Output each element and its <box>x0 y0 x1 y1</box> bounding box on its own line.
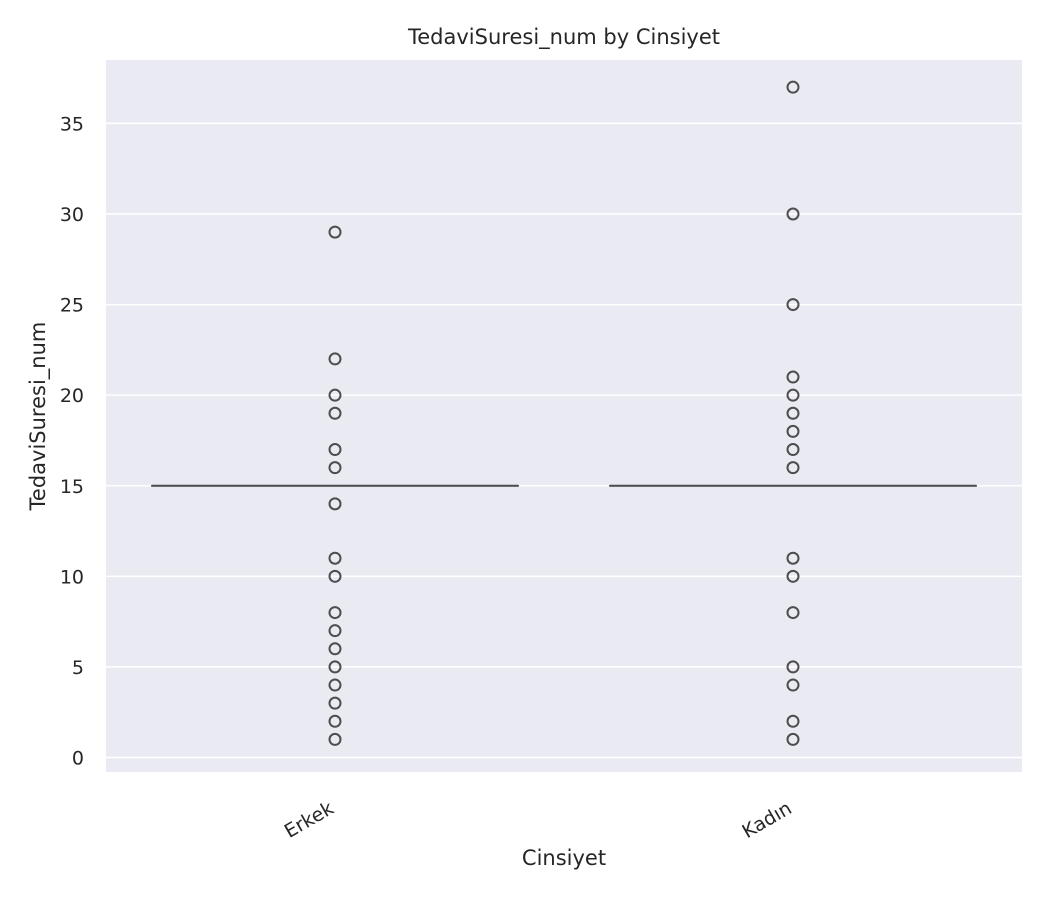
outlier-point <box>328 497 342 511</box>
outlier-point <box>328 714 342 728</box>
outlier-point <box>328 461 342 475</box>
y-tick-label: 30 <box>60 204 84 226</box>
x-tick-labels: Erkek Kadın <box>281 797 796 843</box>
y-tick-label: 5 <box>72 657 84 679</box>
outlier-point <box>786 551 800 565</box>
outlier-point <box>328 624 342 638</box>
outlier-point <box>786 569 800 583</box>
x-tick-label: Kadın <box>738 797 795 843</box>
outlier-point <box>328 660 342 674</box>
outlier-point <box>786 298 800 312</box>
chart-title: TedaviSuresi_num by Cinsiyet <box>407 25 720 50</box>
y-axis-title: TedaviSuresi_num <box>26 322 51 512</box>
x-axis-title: Cinsiyet <box>522 846 606 870</box>
outlier-point <box>786 461 800 475</box>
outlier-point <box>328 352 342 366</box>
outlier-point <box>786 370 800 384</box>
outlier-point <box>328 388 342 402</box>
y-tick-label: 25 <box>60 295 84 317</box>
outlier-layer <box>328 80 800 746</box>
outlier-point <box>328 732 342 746</box>
outlier-point <box>328 569 342 583</box>
outlier-point <box>328 678 342 692</box>
y-tick-label: 15 <box>60 476 84 498</box>
y-tick-labels: 0 5 10 15 20 25 30 35 <box>60 113 84 769</box>
outlier-point <box>328 406 342 420</box>
outlier-point <box>786 606 800 620</box>
outlier-point <box>786 678 800 692</box>
plot-area-background <box>106 60 1022 772</box>
y-tick-label: 20 <box>60 385 84 407</box>
outlier-point <box>786 388 800 402</box>
y-tick-label: 35 <box>60 113 84 135</box>
outlier-point <box>328 696 342 710</box>
outlier-point <box>328 225 342 239</box>
outlier-point <box>328 443 342 457</box>
x-tick-label: Erkek <box>281 797 338 842</box>
y-tick-label: 0 <box>72 748 84 770</box>
outlier-point <box>786 660 800 674</box>
outlier-point <box>328 606 342 620</box>
outlier-point <box>786 732 800 746</box>
outlier-point <box>786 443 800 457</box>
outlier-point <box>786 714 800 728</box>
outlier-point <box>328 551 342 565</box>
outlier-point <box>786 424 800 438</box>
y-tick-label: 10 <box>60 566 84 588</box>
outlier-point <box>328 642 342 656</box>
outlier-point <box>786 406 800 420</box>
outlier-point <box>786 207 800 221</box>
outlier-point <box>786 80 800 94</box>
